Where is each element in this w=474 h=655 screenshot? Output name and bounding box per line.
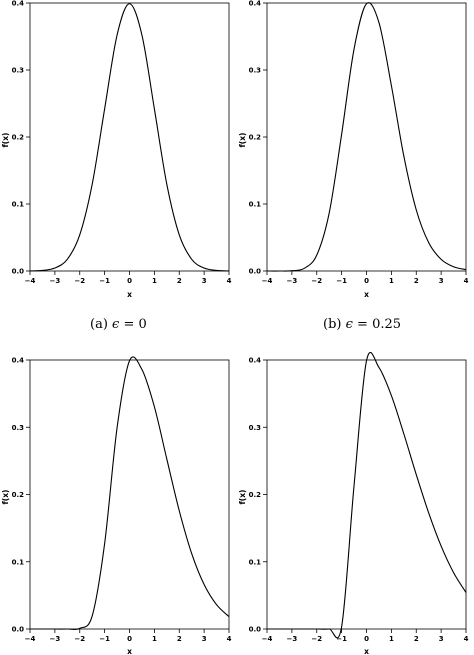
y-tick-label: 0.2 <box>12 134 25 142</box>
x-tick-label: −4 <box>262 277 273 285</box>
x-axis-title: x <box>364 647 369 655</box>
x-tick-label: 0 <box>364 635 369 643</box>
y-axis-title: f(x) <box>238 133 247 148</box>
y-tick-label: 0.1 <box>12 201 25 209</box>
x-tick-label: −4 <box>262 635 273 643</box>
chart-svg-c: −4 −3 −2 −1 0 1 2 3 4 0.0 0.1 0.2 0.3 0.4 x f(x) <box>1 356 232 655</box>
x-tick-label: −2 <box>74 635 85 643</box>
y-axis-title: f(x) <box>1 133 10 148</box>
x-tick-label: −2 <box>311 635 322 643</box>
density-curve <box>266 2 467 272</box>
y-tick-label: 0.3 <box>249 424 262 432</box>
x-tick-label: 1 <box>152 635 157 643</box>
chart-panel-a: −4 −3 −2 −1 0 1 2 3 4 0.0 0.1 0.2 0.3 0.4 x f(x) <box>0 0 237 305</box>
chart-svg-d: −4 −3 −2 −1 0 1 2 3 4 0.0 0.1 0.2 0.3 0.4 x f(x) <box>238 352 469 655</box>
caption-b: (b) ϵ = 0.25 <box>323 317 401 332</box>
x-tick-label: 2 <box>414 277 419 285</box>
caption-value: 0 <box>138 317 147 332</box>
y-tick-label: 0.4 <box>12 357 25 365</box>
y-tick-label: 0.4 <box>249 357 262 365</box>
plot-frame <box>266 359 467 630</box>
x-tick-label: −1 <box>336 277 347 285</box>
y-tick-label: 0.0 <box>12 626 25 634</box>
density-curve <box>29 3 230 272</box>
y-tick-label: 0.3 <box>249 67 262 75</box>
y-tick-label: 0.0 <box>249 626 262 634</box>
x-tick-label: 2 <box>177 277 182 285</box>
chart-svg-a: −4 −3 −2 −1 0 1 2 3 4 0.0 0.1 0.2 0.3 0.4 x f(x) <box>1 0 232 299</box>
x-tick-label: −2 <box>74 277 85 285</box>
chart-panel-c: −4 −3 −2 −1 0 1 2 3 4 0.0 0.1 0.2 0.3 0.4 x f(x) <box>0 352 237 655</box>
x-tick-label: 4 <box>227 635 232 643</box>
caption-a: (a) ϵ = 0 <box>90 317 147 332</box>
plot-frame <box>266 2 467 272</box>
x-tick-label: 1 <box>152 277 157 285</box>
x-tick-label: 3 <box>439 635 444 643</box>
x-tick-label: −4 <box>25 277 36 285</box>
x-tick-label: 0 <box>127 635 132 643</box>
plot-frame <box>29 2 230 272</box>
x-tick-label: −3 <box>287 635 298 643</box>
y-tick-label: 0.0 <box>12 268 25 276</box>
y-tick-label: 0.3 <box>12 67 25 75</box>
x-axis-title: x <box>127 647 132 655</box>
x-tick-label: 1 <box>389 635 394 643</box>
x-tick-label: 1 <box>389 277 394 285</box>
x-axis-title: x <box>364 290 369 299</box>
y-tick-label: 0.1 <box>249 558 262 566</box>
x-tick-label: −3 <box>50 635 61 643</box>
chart-svg-b: −4 −3 −2 −1 0 1 2 3 4 0.0 0.1 0.2 0.3 0.4 x f(x) <box>238 0 469 299</box>
chart-panel-b: −4 −3 −2 −1 0 1 2 3 4 0.0 0.1 0.2 0.3 0.4 x f(x) <box>237 0 474 305</box>
x-tick-label: 4 <box>464 635 469 643</box>
x-axis-title: x <box>127 290 132 299</box>
y-tick-label: 0.4 <box>249 0 262 8</box>
y-tick-label: 0.4 <box>12 0 25 8</box>
x-tick-label: 2 <box>414 635 419 643</box>
y-tick-label: 0.3 <box>12 424 25 432</box>
density-curve <box>267 352 467 639</box>
x-tick-label: −3 <box>50 277 61 285</box>
x-tick-label: −3 <box>287 277 298 285</box>
caption-label: (a) <box>90 317 108 332</box>
x-tick-label: 3 <box>202 277 207 285</box>
plot-frame <box>29 359 230 630</box>
x-tick-label: 4 <box>464 277 469 285</box>
x-tick-label: 3 <box>202 635 207 643</box>
caption-label: (b) <box>323 317 342 332</box>
x-tick-label: −4 <box>25 635 36 643</box>
y-tick-label: 0.2 <box>249 134 262 142</box>
x-tick-label: −2 <box>311 277 322 285</box>
caption-equals: = <box>123 317 135 332</box>
caption-symbol: ϵ <box>345 317 353 332</box>
x-tick-label: 2 <box>177 635 182 643</box>
y-axis-title: f(x) <box>238 490 247 505</box>
x-tick-label: 0 <box>364 277 369 285</box>
x-tick-label: −1 <box>336 635 347 643</box>
y-axis-title: f(x) <box>1 490 10 505</box>
density-curve <box>30 356 230 631</box>
x-tick-label: 4 <box>227 277 232 285</box>
y-tick-label: 0.0 <box>249 268 262 276</box>
y-tick-label: 0.2 <box>12 491 25 499</box>
x-tick-label: −1 <box>99 635 110 643</box>
y-tick-label: 0.2 <box>249 491 262 499</box>
x-tick-label: 0 <box>127 277 132 285</box>
caption-symbol: ϵ <box>112 317 120 332</box>
caption-value: 0.25 <box>372 317 402 332</box>
x-tick-label: 3 <box>439 277 444 285</box>
x-tick-label: −1 <box>99 277 110 285</box>
caption-equals: = <box>357 317 368 332</box>
y-tick-label: 0.1 <box>12 558 25 566</box>
y-tick-label: 0.1 <box>249 201 262 209</box>
chart-panel-d: −4 −3 −2 −1 0 1 2 3 4 0.0 0.1 0.2 0.3 0.4 x f(x) <box>237 352 474 655</box>
